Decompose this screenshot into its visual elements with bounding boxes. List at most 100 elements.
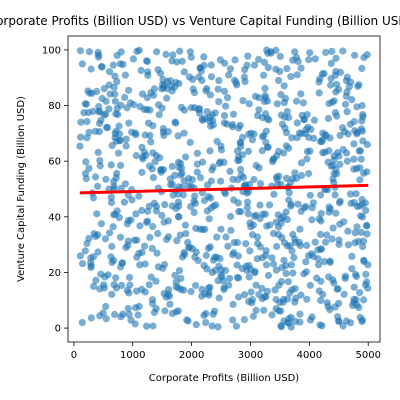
data-point [294, 200, 302, 208]
data-point [260, 132, 268, 140]
data-point [222, 102, 230, 110]
data-point [135, 249, 143, 257]
data-point [108, 242, 116, 250]
data-point [332, 165, 340, 174]
data-point [107, 198, 116, 207]
data-point [193, 168, 201, 176]
data-point [156, 154, 164, 162]
data-point [96, 108, 104, 116]
data-point [309, 252, 317, 260]
data-point [90, 282, 98, 290]
data-point [273, 100, 281, 108]
data-point [96, 157, 104, 165]
data-point [111, 310, 119, 319]
data-point [102, 302, 110, 311]
data-point [163, 77, 172, 86]
data-point [282, 129, 291, 137]
data-point [217, 177, 225, 185]
data-point [202, 309, 210, 318]
data-point [237, 165, 245, 173]
data-point [213, 137, 221, 145]
data-point [175, 80, 183, 88]
data-point [242, 240, 250, 248]
data-point [237, 143, 245, 151]
data-point [283, 107, 291, 116]
plot-frame [67, 35, 381, 343]
data-point [346, 190, 355, 198]
data-point [111, 90, 119, 98]
data-point [91, 173, 100, 181]
data-point [177, 103, 186, 111]
data-point [249, 312, 257, 320]
data-point [229, 110, 238, 118]
data-point [164, 217, 172, 225]
data-point [325, 147, 333, 155]
data-point [126, 281, 134, 289]
data-point [305, 170, 313, 178]
data-point [202, 318, 210, 327]
data-point [213, 233, 221, 241]
data-point [174, 132, 182, 140]
data-point [222, 233, 230, 241]
data-point [275, 223, 283, 231]
data-point [343, 88, 351, 96]
data-point [134, 311, 142, 319]
data-point [137, 66, 145, 74]
data-point [232, 322, 240, 330]
data-point [344, 241, 352, 249]
data-point [139, 153, 147, 161]
data-point [138, 206, 146, 215]
data-point [224, 94, 232, 102]
data-point [132, 210, 140, 218]
data-point [234, 157, 242, 165]
data-point [320, 258, 328, 266]
data-point [260, 71, 268, 79]
data-point [358, 117, 366, 125]
data-point [297, 90, 305, 98]
data-point [233, 261, 241, 269]
data-point [290, 254, 298, 262]
data-point [360, 256, 368, 264]
data-point [362, 206, 370, 215]
data-point [107, 253, 115, 261]
chart-title: Corporate Profits (Billion USD) vs Ventu… [0, 14, 400, 28]
data-point [306, 281, 314, 289]
data-point [239, 173, 248, 181]
data-point [322, 238, 330, 246]
data-point [123, 104, 131, 112]
data-point [105, 68, 114, 76]
data-point [252, 281, 260, 289]
data-point [216, 255, 224, 263]
data-point [250, 61, 259, 69]
data-point [187, 53, 195, 61]
data-point [167, 181, 175, 189]
data-point [348, 265, 356, 273]
data-point [154, 230, 162, 238]
data-point [315, 89, 323, 97]
data-point [332, 209, 340, 217]
data-point [364, 284, 372, 292]
data-point [247, 129, 255, 137]
data-point [293, 119, 301, 127]
data-point [112, 274, 120, 282]
data-point [235, 208, 243, 216]
data-point [107, 193, 115, 201]
x-tick-label: 1000 [120, 350, 145, 361]
data-point [178, 57, 186, 65]
data-point [117, 161, 125, 169]
data-point [292, 174, 301, 182]
data-point [160, 260, 169, 269]
data-point [149, 174, 157, 182]
data-point [303, 155, 311, 163]
data-point [357, 228, 365, 236]
data-point [182, 153, 190, 161]
data-point [280, 82, 288, 90]
data-point [310, 116, 318, 124]
data-point [106, 229, 114, 237]
data-point [169, 51, 177, 59]
data-point [326, 134, 334, 142]
data-point [300, 270, 308, 278]
data-point [141, 242, 149, 250]
data-point [276, 67, 284, 76]
x-tick-label: 3000 [238, 350, 263, 361]
